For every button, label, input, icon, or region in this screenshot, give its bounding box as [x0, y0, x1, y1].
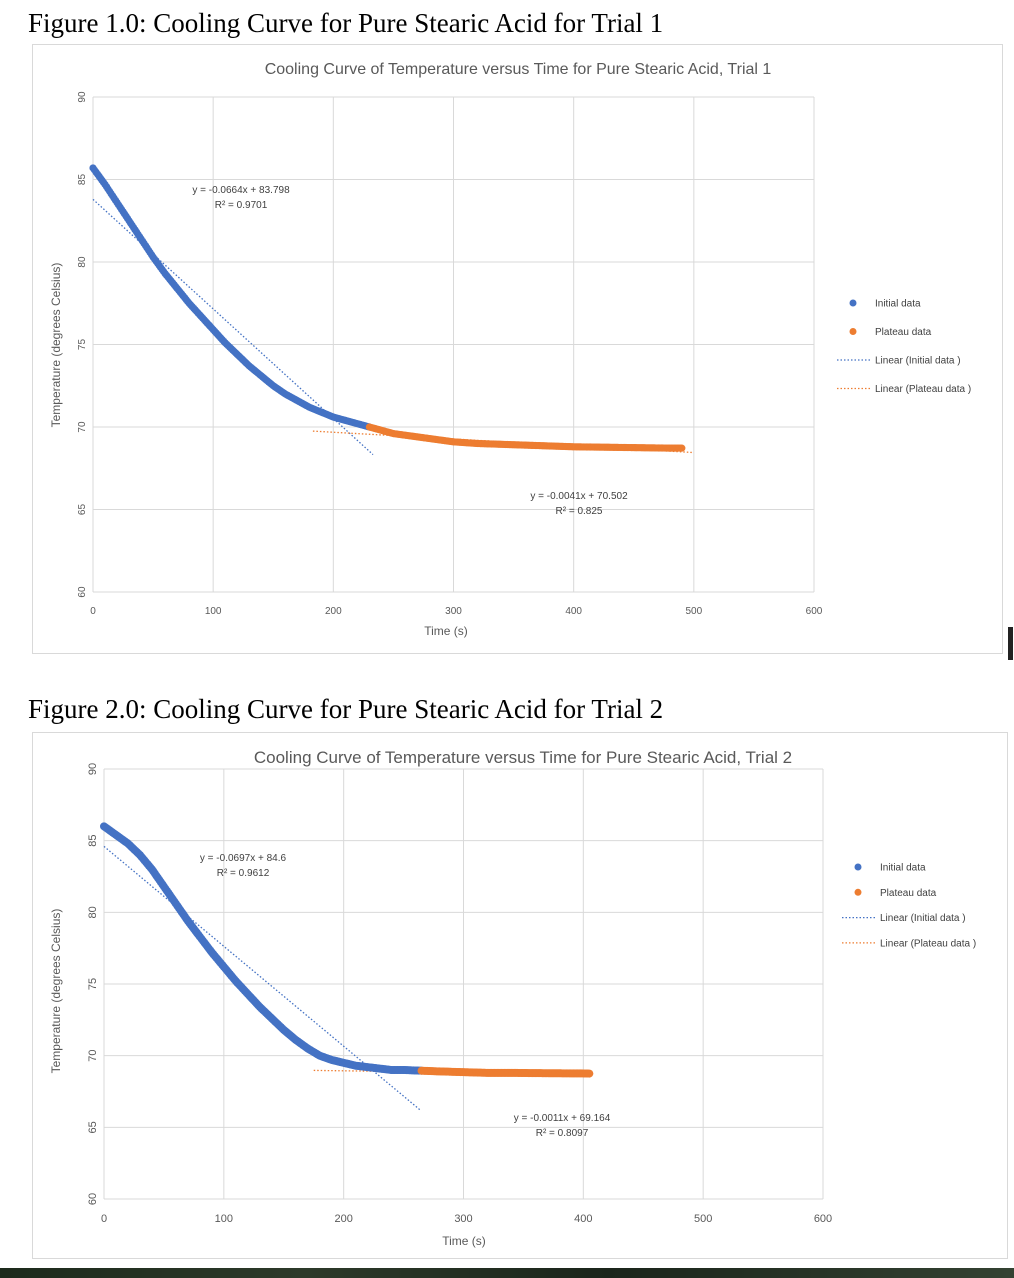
y-tick-label: 65	[77, 504, 88, 516]
bottom-strip	[0, 1268, 1014, 1278]
y-tick-label: 75	[87, 978, 99, 990]
y-gridlines	[93, 96, 814, 593]
figure-2-caption: Figure 2.0: Cooling Curve for Pure Stear…	[28, 694, 664, 724]
series-initial	[100, 822, 426, 1075]
y-tick-label: 75	[77, 339, 88, 351]
chart-1-frame: Cooling Curve of Temperature versus Time…	[32, 44, 1003, 654]
trendline-r2: R² = 0.825	[556, 506, 603, 517]
y-axis-label: Temperature (degrees Celsius)	[49, 909, 63, 1074]
x-tick-label: 200	[334, 1213, 352, 1225]
trendline-r2: R² = 0.9701	[215, 200, 268, 211]
legend-label: Linear (Initial data )	[875, 356, 961, 367]
x-tick-label: 0	[90, 606, 96, 617]
trendline-equation: y = -0.0664x + 83.798	[192, 185, 290, 196]
x-tick-label: 500	[694, 1213, 712, 1225]
legend-label: Initial data	[880, 863, 926, 874]
chart-1: Cooling Curve of Temperature versus Time…	[49, 61, 971, 638]
y-tick-label: 90	[87, 763, 99, 775]
legend-marker	[849, 328, 857, 335]
legend-marker	[854, 888, 862, 896]
x-tick-label: 0	[101, 1213, 107, 1225]
legend-label: Linear (Plateau data )	[875, 384, 971, 395]
chart-title: Cooling Curve of Temperature versus Time…	[254, 748, 792, 767]
x-axis-label: Time (s)	[442, 1234, 486, 1248]
x-tick-label: 600	[814, 1213, 832, 1225]
y-tick-label: 85	[87, 835, 99, 847]
page-edge-mark	[1008, 627, 1013, 660]
trendline-equation: y = -0.0011x + 69.164	[514, 1113, 611, 1124]
data-point	[678, 444, 686, 452]
series-plateau	[417, 1066, 594, 1078]
trendline-r2: R² = 0.9612	[217, 868, 270, 879]
x-axis-label: Time (s)	[424, 624, 468, 638]
y-tick-label: 60	[77, 586, 88, 598]
chart-2: Cooling Curve of Temperature versus Time…	[49, 748, 976, 1248]
trendline-equation: y = -0.0697x + 84.6	[200, 853, 287, 864]
y-tick-label: 70	[77, 421, 88, 433]
legend-marker	[849, 299, 857, 307]
legend-label: Linear (Initial data )	[880, 913, 966, 924]
chart-2-frame: Cooling Curve of Temperature versus Time…	[32, 732, 1008, 1259]
data-point	[585, 1069, 594, 1078]
legend: Initial data Plateau data Linear (Initial …	[837, 299, 971, 395]
trendline-r2: R² = 0.8097	[536, 1128, 589, 1139]
x-tick-label: 600	[806, 606, 823, 617]
legend-marker	[854, 863, 862, 871]
x-tick-label: 100	[215, 1213, 233, 1225]
x-tick-label: 200	[325, 606, 342, 617]
x-tick-label: 500	[685, 606, 702, 617]
x-tick-label: 300	[454, 1213, 472, 1225]
y-tick-label: 80	[77, 256, 88, 268]
legend-label: Initial data	[875, 299, 921, 310]
legend-label: Linear (Plateau data )	[880, 938, 976, 949]
y-gridlines	[104, 768, 823, 1200]
x-tick-label: 400	[565, 606, 582, 617]
y-tick-label: 65	[87, 1121, 99, 1133]
trendline-plateau	[312, 430, 694, 454]
y-tick-label: 90	[77, 91, 88, 103]
x-tick-label: 300	[445, 606, 462, 617]
legend: Initial data Plateau data Linear (Initial …	[842, 863, 976, 949]
y-tick-label: 80	[87, 906, 99, 918]
y-axis-label: Temperature (degrees Celsius)	[49, 263, 63, 428]
trendline-equation: y = -0.0041x + 70.502	[530, 491, 628, 502]
legend-label: Plateau data	[880, 888, 937, 899]
legend-label: Plateau data	[875, 327, 932, 338]
chart-title: Cooling Curve of Temperature versus Time…	[265, 61, 772, 78]
y-tick-label: 85	[77, 174, 88, 186]
y-tick-label: 60	[87, 1193, 99, 1205]
figure-1-caption: Figure 1.0: Cooling Curve for Pure Stear…	[28, 8, 664, 38]
series-plateau	[365, 423, 686, 452]
y-tick-label: 70	[87, 1050, 99, 1062]
x-tick-label: 400	[574, 1213, 592, 1225]
x-tick-label: 100	[205, 606, 222, 617]
series-initial	[89, 164, 373, 431]
